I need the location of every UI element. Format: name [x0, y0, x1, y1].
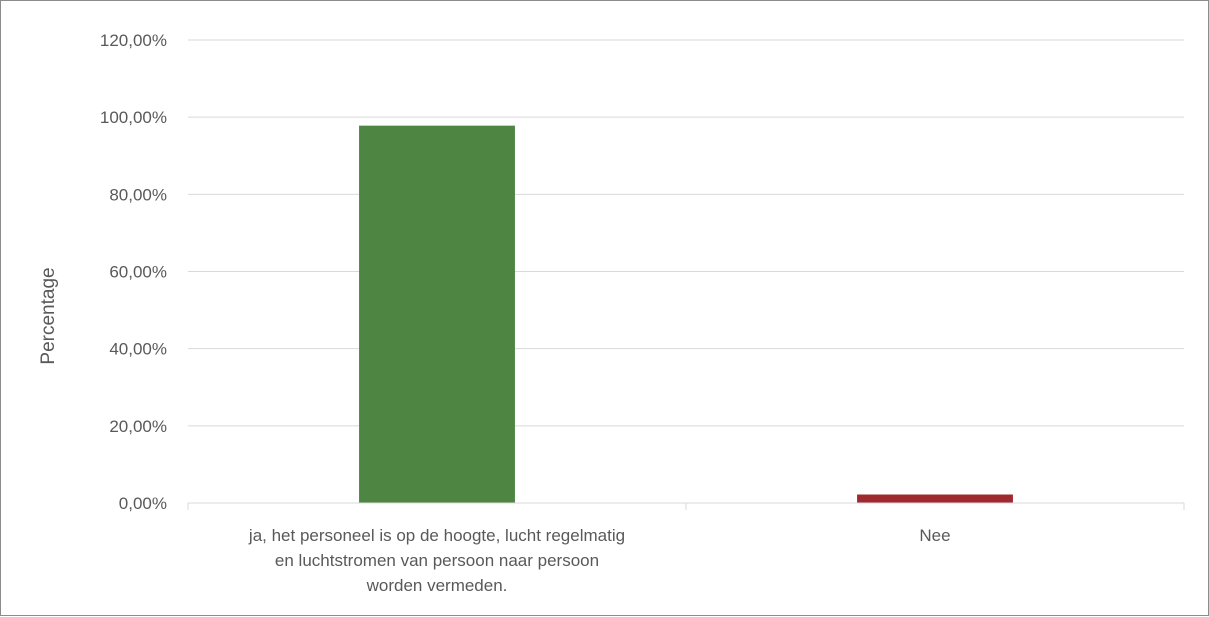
x-category-label: en luchtstromen van persoon naar persoon [275, 551, 599, 570]
y-tick-label: 60,00% [109, 263, 167, 282]
y-tick-label: 20,00% [109, 417, 167, 436]
bar [857, 494, 1013, 503]
y-tick-label: 0,00% [119, 494, 167, 513]
x-category-label: ja, het personeel is op de hoogte, lucht… [248, 526, 625, 545]
y-tick-labels: 0,00% 20,00% 40,00% 60,00% 80,00% 100,00% 120,… [100, 31, 167, 513]
y-tick-label: 100,00% [100, 108, 167, 127]
bar [359, 125, 515, 503]
x-category-labels: ja, het personeel is op de hoogte, lucht… [248, 526, 951, 595]
y-tick-label: 40,00% [109, 340, 167, 359]
x-category-label: worden vermeden. [366, 576, 508, 595]
x-category-label: Nee [919, 526, 950, 545]
y-axis-label: Percentage [38, 267, 59, 364]
x-axis [187, 502, 1185, 510]
y-tick-label: 80,00% [109, 185, 167, 204]
gridlines [188, 39, 1184, 427]
bars [359, 125, 1013, 503]
y-tick-label: 120,00% [100, 31, 167, 50]
